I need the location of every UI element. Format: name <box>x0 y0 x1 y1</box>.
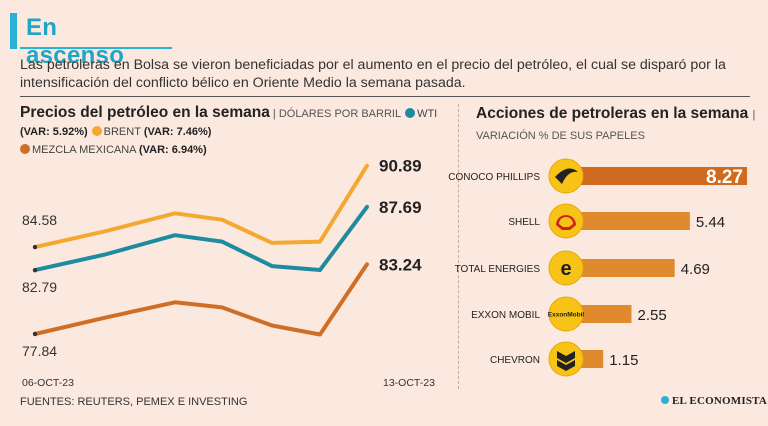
conoco-phillips-logo-icon <box>555 168 578 184</box>
total-energies-glyph: e <box>560 258 571 280</box>
series-line-brent <box>33 163 369 250</box>
source-note: FUENTES: REUTERS, PEMEX E INVESTING <box>20 396 248 408</box>
x-axis-label-start: 06-OCT-23 <box>22 377 74 389</box>
exxon-mobil-wordmark: ExxonMobil <box>548 312 585 319</box>
bar-exxon-mobil <box>580 305 632 323</box>
chevron-upper-shape <box>557 351 575 363</box>
top-rule <box>20 96 750 97</box>
line-chart-unit-separator: | <box>272 108 279 120</box>
legend-dot-mezcla <box>20 144 30 154</box>
legend-wti-name: WTI <box>417 108 438 120</box>
category-label-chevron: CHEVRON <box>490 355 540 366</box>
end-value-label-brent: 90.89 <box>379 157 422 176</box>
start-value-label-mezcla-mexicana: 77.84 <box>22 343 57 359</box>
legend-dot-brent <box>91 126 102 136</box>
bar-value-label-exxon-mobil: 2.55 <box>637 307 666 324</box>
series-start-point-brent <box>32 244 38 250</box>
chevron-logo-icon <box>557 351 575 371</box>
bar-value-label-shell: 5.44 <box>696 214 725 231</box>
legend-mezcla-var: (VAR: 6.94%) <box>138 144 207 156</box>
line-chart-title: Precios del petróleo en la semana <box>20 104 270 121</box>
brand-name: EL ECONOMISTA <box>672 395 767 407</box>
bar-value-label-chevron: 1.15 <box>609 352 638 369</box>
column-divider <box>458 104 460 389</box>
end-value-label-wti: 87.69 <box>379 198 422 217</box>
legend-brent-name: BRENT <box>103 126 141 138</box>
end-value-label-mezcla-mexicana: 83.24 <box>379 255 422 274</box>
intro-text: Las petroleras en Bolsa se vieron benefi… <box>20 57 726 91</box>
series-start-point-wti <box>32 267 38 273</box>
total-energies-logo-icon: e <box>560 258 571 280</box>
bar-chart-title: Acciones de petroleras en la semana <box>476 105 749 122</box>
bar-shell <box>580 212 690 230</box>
brand-logo: EL ECONOMISTA <box>661 395 767 407</box>
company-logo-exxon-mobil <box>548 296 584 332</box>
bar-conoco-phillips <box>580 167 747 185</box>
conoco-swoosh-shape <box>555 168 578 184</box>
bar-chart-unit: VARIACIÓN % DE SUS PAPELES <box>476 130 645 142</box>
bar-value-label-total-energies: 4.69 <box>681 261 710 278</box>
bar-value-label-conoco-phillips: 8.27 <box>706 167 743 188</box>
line-chart-header: Precios del petróleo en la semana | DÓLA… <box>20 104 440 159</box>
start-value-label-wti: 82.79 <box>22 279 57 295</box>
category-label-conoco-phillips: CONOCO PHILLIPS <box>448 172 540 183</box>
legend-wti-var: (VAR: 5.92%) <box>20 126 88 138</box>
bar-chart-unit-separator: | <box>752 109 756 121</box>
shell-logo-icon <box>556 215 576 230</box>
bar-chart-header: Acciones de petroleras en la semana | VA… <box>476 104 756 146</box>
category-label-shell: SHELL <box>508 217 540 228</box>
brand-mark-icon <box>661 396 669 404</box>
shell-pecten-inner <box>559 217 573 227</box>
page-title: En ascenso <box>26 14 125 69</box>
title-underline <box>20 47 172 49</box>
bar-total-energies <box>580 259 675 277</box>
x-axis-label-end: 13-OCT-23 <box>383 377 435 389</box>
company-logo-total-energies <box>548 250 584 286</box>
title-block: En ascenso <box>10 10 172 69</box>
bar-chevron <box>580 350 604 368</box>
legend-mezcla-name: MEZCLA MEXICANA <box>32 144 136 156</box>
start-value-label-brent: 84.58 <box>22 212 57 228</box>
exxon-mobil-logo-icon: ExxonMobil <box>548 312 585 319</box>
category-label-exxon-mobil: EXXON MOBIL <box>471 310 540 321</box>
series-start-point-mezcla-mexicana <box>32 331 38 337</box>
line-chart-unit: DÓLARES POR BARRIL <box>278 108 402 120</box>
series-line-mezcla-mexicana <box>33 262 369 337</box>
series-line-wti <box>33 204 369 273</box>
category-label-total-energies: TOTAL ENERGIES <box>455 264 541 275</box>
chevron-lower-shape <box>557 360 575 371</box>
legend-brent-var: (VAR: 7.46%) <box>143 126 212 138</box>
title-accent-bar <box>10 13 17 49</box>
legend-dot-wti <box>405 108 416 118</box>
